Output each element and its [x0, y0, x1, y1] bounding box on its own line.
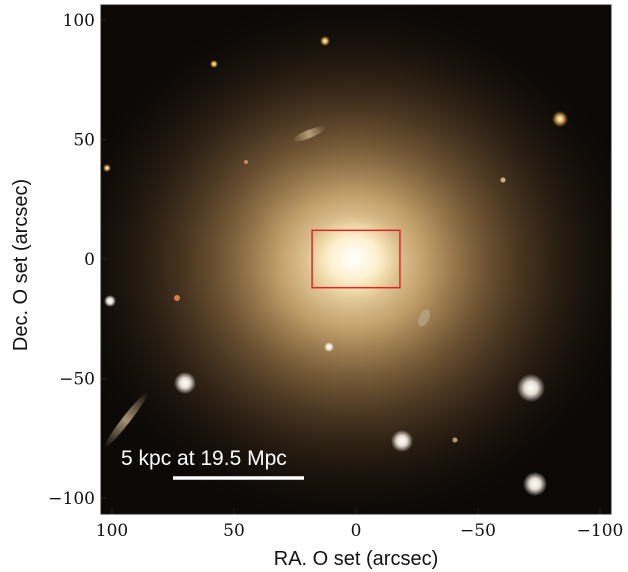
star: [552, 111, 568, 127]
edge-on-galaxy: [104, 392, 148, 448]
x-tick-label: −100: [577, 521, 624, 541]
star: [174, 295, 180, 301]
y-axis-ticks: 100 50 0 −50 −100: [48, 11, 107, 509]
star: [320, 36, 330, 46]
star: [452, 437, 458, 443]
star: [104, 295, 116, 307]
x-axis-ticks: 100 50 0 −50 −100: [96, 508, 624, 541]
star: [174, 372, 196, 394]
x-tick-label: 0: [351, 521, 362, 541]
edge-on-galaxy: [292, 126, 326, 142]
sky-image: 5 kpc at 19.5 Mpc: [101, 5, 611, 514]
star: [210, 60, 218, 68]
y-axis-label: Dec. O set (arcsec): [10, 179, 32, 351]
y-tick-label: 50: [73, 131, 95, 151]
y-tick-label: −100: [48, 489, 95, 509]
y-tick-label: −50: [59, 370, 95, 390]
star: [103, 164, 111, 172]
star: [500, 177, 506, 183]
star: [324, 342, 334, 352]
x-tick-label: 100: [96, 521, 128, 541]
x-axis-label: RA. O set (arcsec): [274, 548, 438, 570]
x-tick-label: 50: [223, 521, 245, 541]
star: [244, 160, 248, 164]
star: [523, 472, 547, 496]
star: [391, 430, 413, 452]
galaxy-core: [306, 216, 402, 300]
scale-bar-label: 5 kpc at 19.5 Mpc: [121, 447, 287, 470]
highlight-box: [311, 229, 401, 289]
y-tick-label: 100: [63, 11, 95, 31]
star: [517, 374, 545, 402]
x-tick-label: −50: [460, 521, 496, 541]
small-galaxy: [418, 309, 430, 327]
y-tick-label: 0: [84, 250, 95, 270]
